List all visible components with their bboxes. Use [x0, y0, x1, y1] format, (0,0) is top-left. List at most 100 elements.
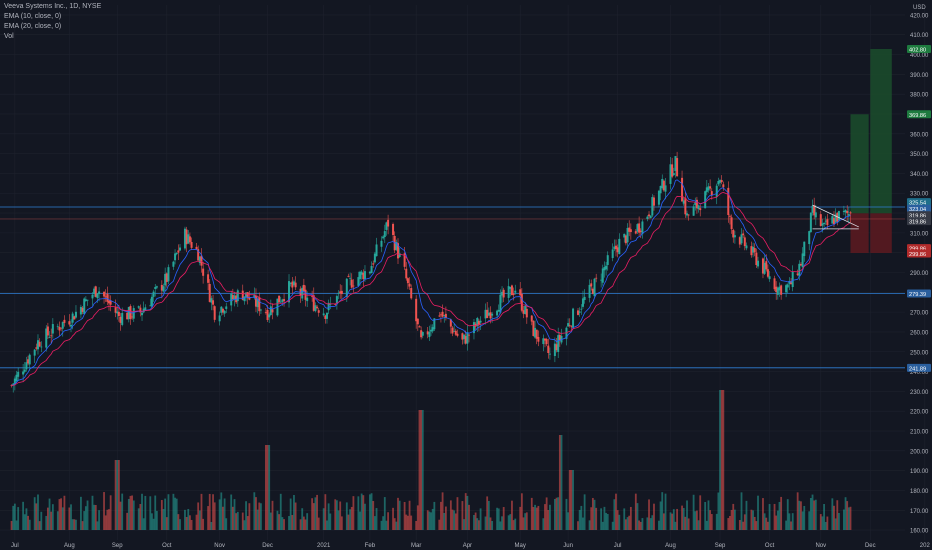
ema-lines: [11, 179, 851, 386]
symbol-line[interactable]: Veeva Systems Inc., 1D, NYSE: [4, 3, 102, 10]
volume-bar: [511, 500, 513, 530]
candle-body: [415, 298, 418, 322]
volume-bar: [13, 503, 16, 530]
volume-bar: [730, 509, 733, 530]
volume-bar: [491, 520, 494, 530]
candle-body: [750, 246, 753, 256]
volume-bar: [613, 499, 616, 530]
volume-bar: [10, 520, 13, 530]
candle-body: [649, 215, 652, 219]
volume-bar: [304, 519, 307, 530]
horizontal-levels[interactable]: [0, 206, 905, 369]
candle-body: [433, 318, 436, 330]
volume-bar: [96, 521, 99, 530]
volume-bar: [382, 516, 385, 530]
candle-body: [22, 371, 25, 375]
candle-body: [720, 180, 723, 183]
candle-body: [408, 283, 411, 287]
candle-body: [674, 156, 677, 171]
candle-body: [722, 184, 725, 188]
volume-bar: [763, 513, 766, 530]
ema10-legend[interactable]: EMA (10, close, 0): [4, 13, 62, 20]
loss-zone: [870, 213, 892, 253]
candle-body: [254, 295, 257, 307]
volume-bar: [248, 503, 251, 530]
volume-bar: [431, 508, 434, 530]
candle-body: [155, 286, 158, 288]
candle-body: [775, 286, 778, 293]
volume-bar: [345, 502, 348, 530]
candle-body: [477, 320, 480, 325]
price-badge-label: 319.86: [909, 220, 926, 226]
volume-bar: [791, 513, 794, 530]
candle-body: [27, 359, 30, 364]
candle-body: [202, 268, 205, 276]
volume-bar: [420, 410, 423, 530]
volume-bar: [357, 496, 360, 530]
candle-body: [823, 222, 826, 225]
volume-bar: [139, 504, 142, 530]
vol-legend[interactable]: Vol: [4, 33, 14, 40]
volume-bar: [755, 521, 758, 530]
volume-bar: [220, 492, 223, 530]
volume-bar: [729, 515, 731, 530]
volume-bar: [588, 520, 591, 530]
volume-bar: [372, 501, 375, 530]
candle-body: [671, 164, 674, 177]
candle-body: [430, 329, 433, 332]
ema20-line: [11, 191, 851, 386]
volume-bar: [686, 500, 688, 530]
volume-bar: [68, 507, 71, 530]
candle-body: [501, 291, 504, 296]
candle-body: [327, 302, 330, 311]
candle-body: [233, 295, 236, 300]
candle-body: [266, 309, 269, 320]
candle-body: [406, 278, 409, 284]
price-badge-label: 319.86: [909, 214, 926, 220]
volume-bar: [583, 494, 586, 530]
volume-bar: [208, 493, 211, 530]
volume-bar: [410, 515, 413, 530]
candle-body: [524, 305, 527, 314]
volume-bar: [48, 498, 51, 530]
candle-body: [387, 219, 390, 227]
candle-body: [824, 220, 827, 222]
candle-body: [694, 202, 697, 206]
volume-bar: [155, 510, 158, 530]
candle-body: [581, 298, 584, 307]
ema20-legend[interactable]: EMA (20, close, 0): [4, 23, 62, 30]
time-axis[interactable]: Jul Aug Sep Oct Nov Dec 2021 Feb Mar Apr May Jun Jul…: [11, 543, 930, 549]
volume-bar: [302, 516, 305, 530]
candle-body: [132, 308, 135, 319]
candle-body: [17, 371, 20, 377]
volume-bar: [542, 518, 545, 530]
candle-body: [484, 309, 487, 319]
volume-bar: [283, 519, 285, 530]
volume-bar: [108, 509, 110, 530]
candle-body: [438, 315, 441, 317]
volume-bar: [189, 515, 191, 530]
candlesticks: [10, 151, 852, 393]
candle-body: [695, 199, 698, 209]
x-tick-label: 202: [920, 543, 931, 549]
volume-bar: [530, 497, 533, 530]
volume-bar: [478, 520, 480, 530]
volume-bar: [501, 516, 503, 530]
volume-bar: [27, 515, 29, 530]
candle-body: [185, 229, 188, 245]
candle-body: [40, 346, 43, 348]
candle-body: [842, 210, 845, 212]
volume-bar: [233, 499, 236, 530]
triangle-pattern[interactable]: [812, 204, 859, 230]
price-badge: [907, 363, 931, 372]
candle-body: [766, 269, 769, 277]
volume-bar: [634, 493, 637, 530]
candle-body: [847, 214, 850, 216]
volume-bar: [629, 506, 632, 530]
y-tick-label: 260.00: [910, 330, 929, 336]
volume-bar: [534, 504, 536, 530]
volume-bar: [821, 516, 824, 530]
volume-bar: [468, 504, 470, 530]
